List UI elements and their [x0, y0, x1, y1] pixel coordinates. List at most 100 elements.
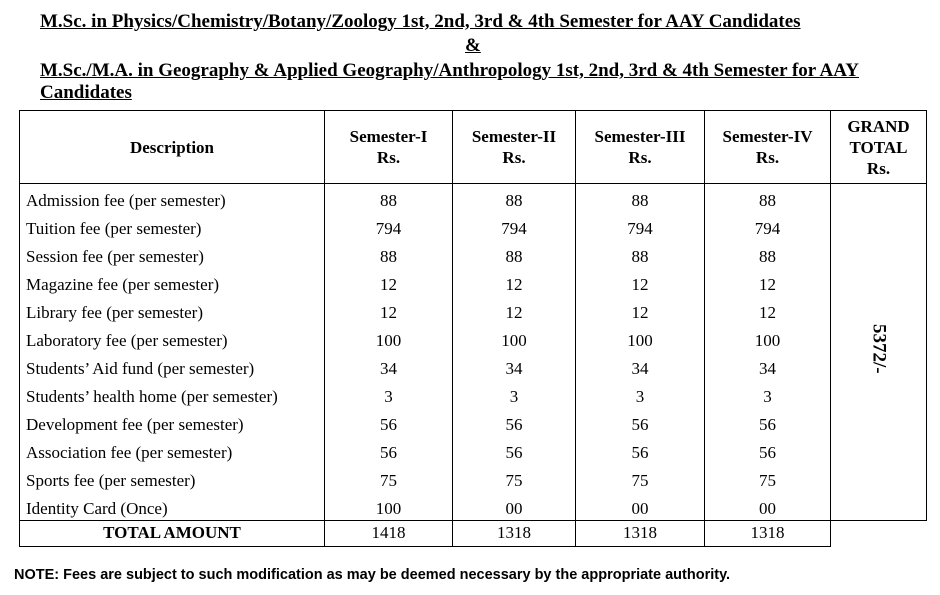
fee-description: Students’ Aid fund (per semester): [19, 352, 325, 380]
column-header: GRAND TOTAL Rs.: [830, 110, 927, 184]
fee-cell: 12: [704, 296, 831, 324]
header-line: Description: [129, 137, 215, 157]
fee-row: Laboratory fee (per semester) 100 100 100 10…: [19, 324, 927, 352]
fee-cell: 12: [575, 296, 705, 324]
fee-cell: 12: [452, 268, 576, 296]
fee-description: Laboratory fee (per semester): [19, 324, 325, 352]
total-cell: 1318: [452, 520, 576, 547]
fee-cell: 100: [704, 324, 831, 352]
column-header: Semester-II Rs.: [452, 110, 576, 184]
fee-row: Identity Card (Once) 100 00 00 00: [19, 492, 927, 521]
fee-cell: 56: [575, 436, 705, 464]
fee-cell: 75: [575, 464, 705, 492]
fee-cell: 3: [575, 380, 705, 408]
fee-description: Association fee (per semester): [19, 436, 325, 464]
fee-cell: 75: [452, 464, 576, 492]
fee-cell: 3: [324, 380, 453, 408]
fee-cell: 100: [452, 324, 576, 352]
fee-description: Session fee (per semester): [19, 240, 325, 268]
header-line: Semester-III: [594, 127, 686, 146]
column-header: Semester-IV Rs.: [704, 110, 831, 184]
total-row: TOTAL AMOUNT 1418 1318 1318 1318: [19, 520, 927, 547]
fee-description: Students’ health home (per semester): [19, 380, 325, 408]
fee-cell: 56: [324, 408, 453, 436]
header-line: Rs.: [376, 148, 401, 167]
note: NOTE: Fees are subject to such modificat…: [14, 567, 731, 583]
fee-cell: 75: [704, 464, 831, 492]
fee-cell: 100: [575, 324, 705, 352]
fee-cell: 12: [324, 296, 453, 324]
fee-cell: 88: [575, 183, 705, 212]
fee-description: Tuition fee (per semester): [19, 212, 325, 240]
fee-cell: 3: [452, 380, 576, 408]
fee-description: Development fee (per semester): [19, 408, 325, 436]
fee-cell: 34: [575, 352, 705, 380]
header-line: Rs.: [628, 148, 652, 167]
fee-cell: 00: [452, 492, 576, 521]
fee-cell: 12: [704, 268, 831, 296]
fee-cell: 88: [575, 240, 705, 268]
fee-cell: 100: [324, 492, 453, 521]
fee-cell: 12: [575, 268, 705, 296]
fee-cell: 12: [452, 296, 576, 324]
fee-cell: 794: [452, 212, 576, 240]
header-line: Semester-IV: [722, 127, 813, 146]
header-line: Rs.: [502, 148, 526, 167]
grand-total: 5372/-: [868, 324, 890, 374]
fee-row: Students’ Aid fund (per semester) 34 34 34 3…: [19, 352, 927, 380]
fee-row: Admission fee (per semester) 88 88 88 88 5372…: [19, 183, 927, 521]
header-line: Rs.: [755, 148, 780, 167]
total-cell: 1318: [575, 520, 705, 547]
column-header: Description: [19, 110, 325, 184]
fee-cell: 56: [575, 408, 705, 436]
heading-line: &: [465, 35, 481, 56]
fee-cell: 34: [324, 352, 453, 380]
fee-row: Tuition fee (per semester) 794 794 794 794: [19, 212, 927, 240]
fee-cell: 56: [704, 408, 831, 436]
fee-cell: 794: [575, 212, 705, 240]
fee-cell: 88: [452, 183, 576, 212]
fee-cell: 56: [704, 436, 831, 464]
fee-cell: 88: [324, 240, 453, 268]
header-line: Semester-II: [471, 127, 557, 146]
header-line: Semester-I: [349, 127, 428, 146]
header-line: GRAND: [847, 116, 910, 136]
fee-cell: 100: [324, 324, 453, 352]
fee-row: Students’ health home (per semester) 3 3 3 3: [19, 380, 927, 408]
fee-description: Sports fee (per semester): [19, 464, 325, 492]
total-cell: 1418: [324, 520, 453, 547]
fee-cell: 794: [324, 212, 453, 240]
fee-cell: 3: [704, 380, 831, 408]
column-header: Semester-III Rs.: [575, 110, 705, 184]
header-row: Description Semester-I Rs. Semester-II Rs. Se…: [19, 110, 927, 184]
fee-cell: 88: [324, 183, 453, 212]
header-line: TOTAL: [849, 137, 908, 157]
fee-cell: 56: [452, 408, 576, 436]
grand-total-cell: 5372/-: [830, 183, 927, 521]
header-line: Rs.: [866, 158, 891, 178]
fee-cell: 56: [324, 436, 453, 464]
fee-cell: 88: [704, 183, 831, 212]
fee-cell: 88: [704, 240, 831, 268]
fee-description: Admission fee (per semester): [19, 183, 325, 212]
fee-row: Library fee (per semester) 12 12 12 12: [19, 296, 927, 324]
fee-cell: 12: [324, 268, 453, 296]
fee-row: Sports fee (per semester) 75 75 75 75: [19, 464, 927, 492]
total-cell: 1318: [704, 520, 831, 547]
fee-table: Description Semester-I Rs. Semester-II Rs. Se…: [19, 110, 927, 547]
fee-row: Association fee (per semester) 56 56 56 56: [19, 436, 927, 464]
fee-cell: 794: [704, 212, 831, 240]
fee-cell: 34: [452, 352, 576, 380]
heading-line: M.Sc. in Physics/Chemistry/Botany/Zoolog…: [40, 11, 801, 32]
total-label: TOTAL AMOUNT: [19, 520, 325, 547]
fee-cell: 88: [452, 240, 576, 268]
fee-row: Magazine fee (per semester) 12 12 12 12: [19, 268, 927, 296]
empty-cell: [831, 521, 927, 547]
fee-cell: 56: [452, 436, 576, 464]
fee-cell: 00: [575, 492, 705, 521]
fee-row: Session fee (per semester) 88 88 88 88: [19, 240, 927, 268]
fee-cell: 75: [324, 464, 453, 492]
fee-cell: 00: [704, 492, 831, 521]
fee-cell: 34: [704, 352, 831, 380]
